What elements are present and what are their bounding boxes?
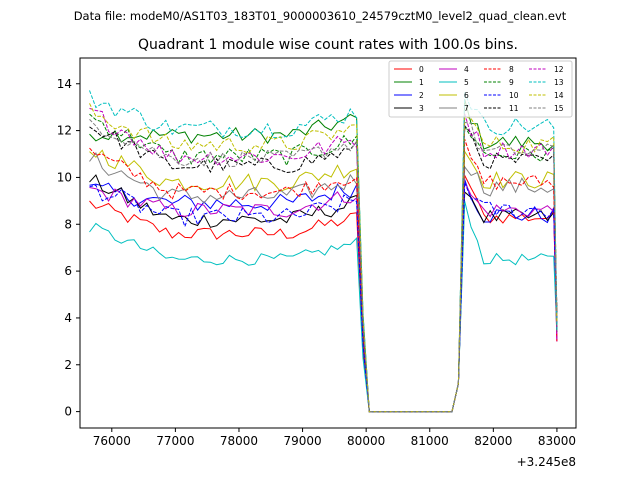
series-line-15 — [89, 119, 558, 413]
x-tick-label: 77000 — [156, 434, 194, 448]
legend-label-3: 3 — [419, 104, 424, 113]
series-layer — [89, 90, 558, 413]
y-tick-label: 6 — [64, 264, 72, 278]
x-tick-label: 83000 — [538, 434, 576, 448]
y-tick-label: 14 — [57, 77, 72, 91]
series-line-10 — [89, 182, 558, 413]
legend-label-11: 11 — [509, 104, 519, 113]
series-line-8 — [89, 139, 558, 413]
series-line-11 — [89, 124, 558, 413]
series-line-2 — [89, 179, 558, 413]
y-tick-label: 4 — [64, 311, 72, 325]
series-line-4 — [89, 181, 558, 413]
series-line-6 — [89, 149, 558, 413]
legend-label-15: 15 — [554, 104, 564, 113]
x-tick-label: 80000 — [347, 434, 385, 448]
legend-label-14: 14 — [554, 91, 564, 100]
legend-label-8: 8 — [509, 65, 514, 74]
y-tick-label: 12 — [57, 124, 72, 138]
x-offset-label: +3.245e8 — [517, 455, 576, 469]
x-tick-label: 78000 — [220, 434, 258, 448]
legend-label-6: 6 — [464, 91, 469, 100]
legend-label-4: 4 — [464, 65, 469, 74]
legend-label-7: 7 — [464, 104, 469, 113]
series-line-13 — [89, 90, 558, 413]
series-line-7 — [89, 152, 558, 413]
legend-label-1: 1 — [419, 78, 424, 87]
y-tick-label: 10 — [57, 170, 72, 184]
y-axis: 0 2 4 6 8 10 12 14 — [57, 77, 80, 419]
x-tick-label: 82000 — [474, 434, 512, 448]
y-tick-label: 8 — [64, 217, 72, 231]
y-tick-label: 2 — [64, 358, 72, 372]
y-tick-label: 0 — [64, 405, 72, 419]
series-line-14 — [89, 103, 558, 413]
x-tick-label: 76000 — [93, 434, 131, 448]
legend-label-13: 13 — [554, 78, 564, 87]
x-axis: 76000 77000 78000 79000 80000 81000 82000 83000 — [93, 428, 576, 448]
legend-label-12: 12 — [554, 65, 564, 74]
legend-label-0: 0 — [419, 65, 424, 74]
legend-label-5: 5 — [464, 78, 469, 87]
legend-label-9: 9 — [509, 78, 514, 87]
series-line-3 — [89, 174, 558, 413]
legend-box — [388, 60, 573, 118]
x-tick-label: 81000 — [411, 434, 449, 448]
chart-suptitle: Data file: modeM0/AS1T03_183T01_90000036… — [74, 9, 567, 23]
series-line-12 — [89, 107, 558, 413]
legend-label-10: 10 — [509, 91, 519, 100]
series-line-9 — [89, 113, 558, 413]
legend-label-2: 2 — [419, 91, 424, 100]
x-tick-label: 79000 — [283, 434, 321, 448]
series-line-0 — [89, 175, 558, 413]
chart-title: Quadrant 1 module wise count rates with … — [138, 37, 518, 53]
plot-frame — [79, 57, 577, 429]
series-line-5 — [89, 201, 558, 413]
